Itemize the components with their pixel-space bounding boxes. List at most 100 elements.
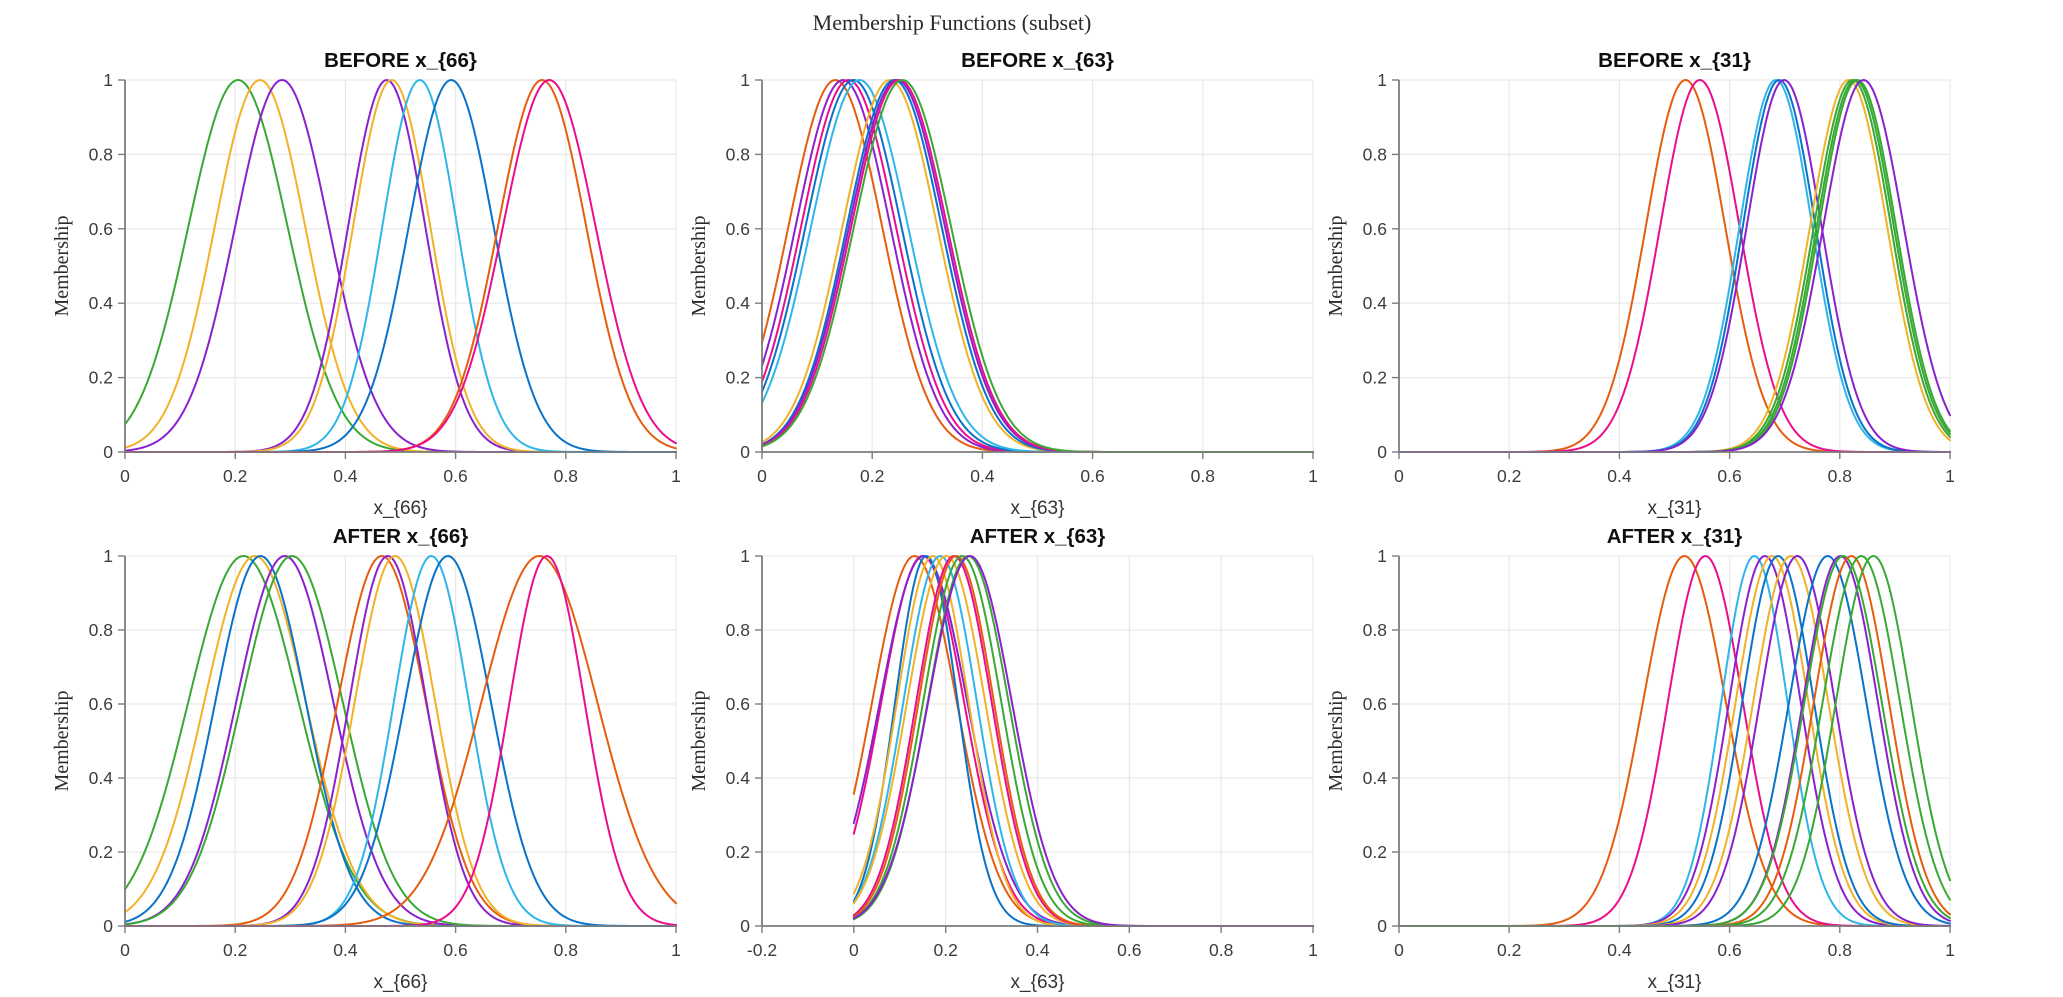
x-tick-label: 0.2 [1497,466,1521,486]
membership-curve [1398,79,1951,453]
y-tick-label: 1 [740,546,750,566]
x-tick-label: 0.4 [333,466,358,486]
x-axis-label: x_{31} [1648,498,1702,519]
figure-suptitle: Membership Functions (subset) [812,10,1092,35]
x-tick-label: 0.6 [1717,466,1741,486]
y-tick-label: 0.4 [1363,768,1388,788]
curves-group [1398,79,1951,453]
x-tick-label: 0.8 [554,940,578,960]
membership-curve [852,555,1314,927]
y-tick-label: 0.6 [726,694,750,714]
x-tick-label: 0.4 [1607,466,1632,486]
membership-curve [1398,79,1951,453]
x-tick-label: 0.6 [1717,940,1741,960]
y-axis-label: Membership [51,690,73,791]
y-tick-label: 0.2 [89,368,113,388]
x-tick-label: -0.2 [747,940,777,960]
membership-curve [124,555,677,927]
y-tick-label: 0.6 [726,219,750,239]
x-axis-label: x_{63} [1011,972,1065,993]
x-tick-label: 0.4 [333,940,358,960]
y-tick-label: 0.2 [89,842,113,862]
y-tick-label: 1 [103,546,113,566]
y-tick-label: 0.2 [1363,368,1387,388]
y-tick-label: 1 [1377,546,1387,566]
membership-curve [852,555,1314,927]
y-tick-label: 1 [103,70,113,90]
y-tick-label: 0.8 [89,144,113,164]
membership-curve [852,555,1314,927]
x-axis-label: x_{66} [374,972,428,993]
membership-curve [852,555,1314,927]
x-tick-label: 0.6 [1117,940,1141,960]
y-tick-label: 0.8 [89,620,113,640]
membership-curve [1398,555,1951,927]
membership-curve [761,79,1314,453]
x-tick-label: 0 [120,466,130,486]
y-tick-label: 0 [740,916,750,936]
x-tick-label: 0.4 [970,466,995,486]
y-axis-label: Membership [1325,215,1347,316]
curves-group [1398,555,1951,927]
subplot-after-x66: 0 0.2 0.4 0.6 0.8 1 0 0.2 0.4 0.6 0.8 1 AFTER x_{66}… [51,525,681,993]
subplot-after-x63: -0.2 0 0.2 0.4 0.6 0.8 1 0 0.2 0.4 0.6 0.8 1 AFTER x_… [688,525,1318,993]
subplot-before-x66: 0 0.2 0.4 0.6 0.8 1 0 0.2 0.4 0.6 0.8 1 BEFORE x_{66… [51,49,681,519]
subplot-title: AFTER x_{63} [970,525,1106,548]
y-axis-label: Membership [51,215,73,316]
y-tick-label: 1 [1377,70,1387,90]
y-tick-label: 0.4 [89,293,114,313]
membership-curve [1398,555,1951,927]
x-tick-label: 0 [1394,466,1404,486]
y-axis-label: Membership [688,690,710,791]
x-tick-label: 0.8 [1209,940,1233,960]
y-tick-label: 0.6 [89,219,113,239]
membership-curve [1398,79,1951,453]
membership-curve [852,555,1314,927]
x-tick-label: 1 [1308,466,1318,486]
x-tick-label: 0.8 [554,466,578,486]
y-tick-label: 0.8 [1363,620,1387,640]
membership-curve [1398,79,1951,453]
y-tick-label: 0 [1377,916,1387,936]
y-tick-label: 0.4 [1363,293,1388,313]
y-tick-label: 0 [103,442,113,462]
membership-curve [852,555,1314,927]
x-tick-label: 0.2 [934,940,958,960]
curves-group [124,79,677,453]
x-tick-label: 1 [1945,466,1955,486]
x-tick-label: 0.6 [443,466,467,486]
x-tick-label: 0.2 [223,940,247,960]
x-axis-label: x_{31} [1648,972,1702,993]
membership-curve [1398,79,1951,453]
membership-curve [1398,555,1951,927]
x-tick-label: 0.4 [1025,940,1050,960]
subplot-title: AFTER x_{31} [1607,525,1743,548]
membership-curve [1398,555,1951,927]
x-tick-label: 0 [849,940,859,960]
x-tick-label: 1 [671,940,681,960]
membership-curve [852,555,1314,927]
curves-group [761,79,1314,453]
x-tick-label: 0.2 [223,466,247,486]
x-tick-label: 0.8 [1828,466,1852,486]
x-tick-label: 0 [120,940,130,960]
membership-curve [1398,79,1951,453]
y-tick-label: 1 [740,70,750,90]
subplot-title: BEFORE x_{66} [324,49,477,72]
membership-curve [1398,555,1951,927]
membership-curve [1398,555,1951,927]
x-axis-label: x_{66} [374,498,428,519]
membership-curve [1398,555,1951,927]
x-tick-label: 0.8 [1191,466,1215,486]
x-tick-label: 1 [1308,940,1318,960]
membership-curve [1398,555,1951,927]
y-tick-label: 0.4 [726,293,751,313]
membership-curve [852,555,1314,927]
membership-curve [1398,555,1951,927]
y-tick-label: 0.2 [726,368,750,388]
subplot-before-x63: 0 0.2 0.4 0.6 0.8 1 0 0.2 0.4 0.6 0.8 1 BEFORE x_{63… [688,49,1318,519]
membership-curve [852,555,1314,927]
membership-curve [852,555,1314,927]
x-tick-label: 0 [1394,940,1404,960]
